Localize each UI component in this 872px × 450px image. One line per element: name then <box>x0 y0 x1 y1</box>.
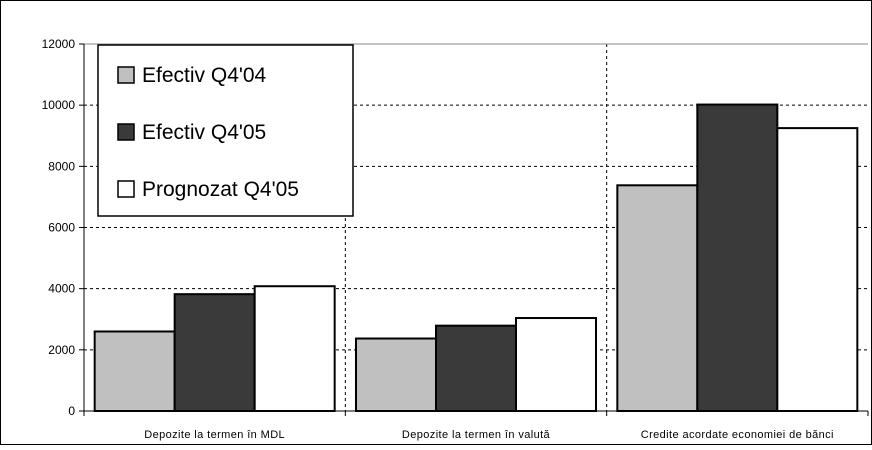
y-tick-label: 8000 <box>48 159 75 173</box>
y-tick-label: 4000 <box>48 282 75 296</box>
x-tick-label: Depozite la termen în MDL <box>144 429 285 441</box>
x-tick-label: Credite acordate economiei de bănci <box>641 429 834 441</box>
y-tick-label: 2000 <box>48 343 75 357</box>
legend-swatch <box>117 123 135 141</box>
bar-1-3 <box>616 184 699 412</box>
legend: Efectiv Q4'04 Efectiv Q4'05 Prognozat Q4'0… <box>97 44 354 217</box>
legend-swatch <box>117 180 135 198</box>
x-axis: Depozite la termen în MDL Depozite la ter… <box>83 410 869 441</box>
bar-1-1 <box>93 330 176 413</box>
bar-2-3 <box>696 103 779 413</box>
y-tick-label: 0 <box>68 404 75 418</box>
bar-2-1 <box>173 293 256 412</box>
y-axis: 0 2000 4000 6000 8000 10000 12000 <box>42 37 85 418</box>
legend-swatch <box>117 66 135 84</box>
y-tick-label: 10000 <box>42 98 76 112</box>
bar-2-2 <box>435 324 517 412</box>
legend-box <box>97 44 354 217</box>
legend-label: Efectiv Q4'05 <box>142 121 266 144</box>
x-tick-label: Depozite la termen în valută <box>402 429 551 441</box>
legend-label: Efectiv Q4'04 <box>142 64 267 87</box>
bars <box>93 103 859 413</box>
legend-label: Prognozat Q4'05 <box>142 178 299 201</box>
bar-1-2 <box>355 337 437 412</box>
bar-3-2 <box>515 317 597 413</box>
y-tick-label: 6000 <box>48 221 75 235</box>
y-tick-label: 12000 <box>42 37 76 51</box>
bar-3-1 <box>253 285 336 412</box>
bar-3-3 <box>776 127 859 413</box>
